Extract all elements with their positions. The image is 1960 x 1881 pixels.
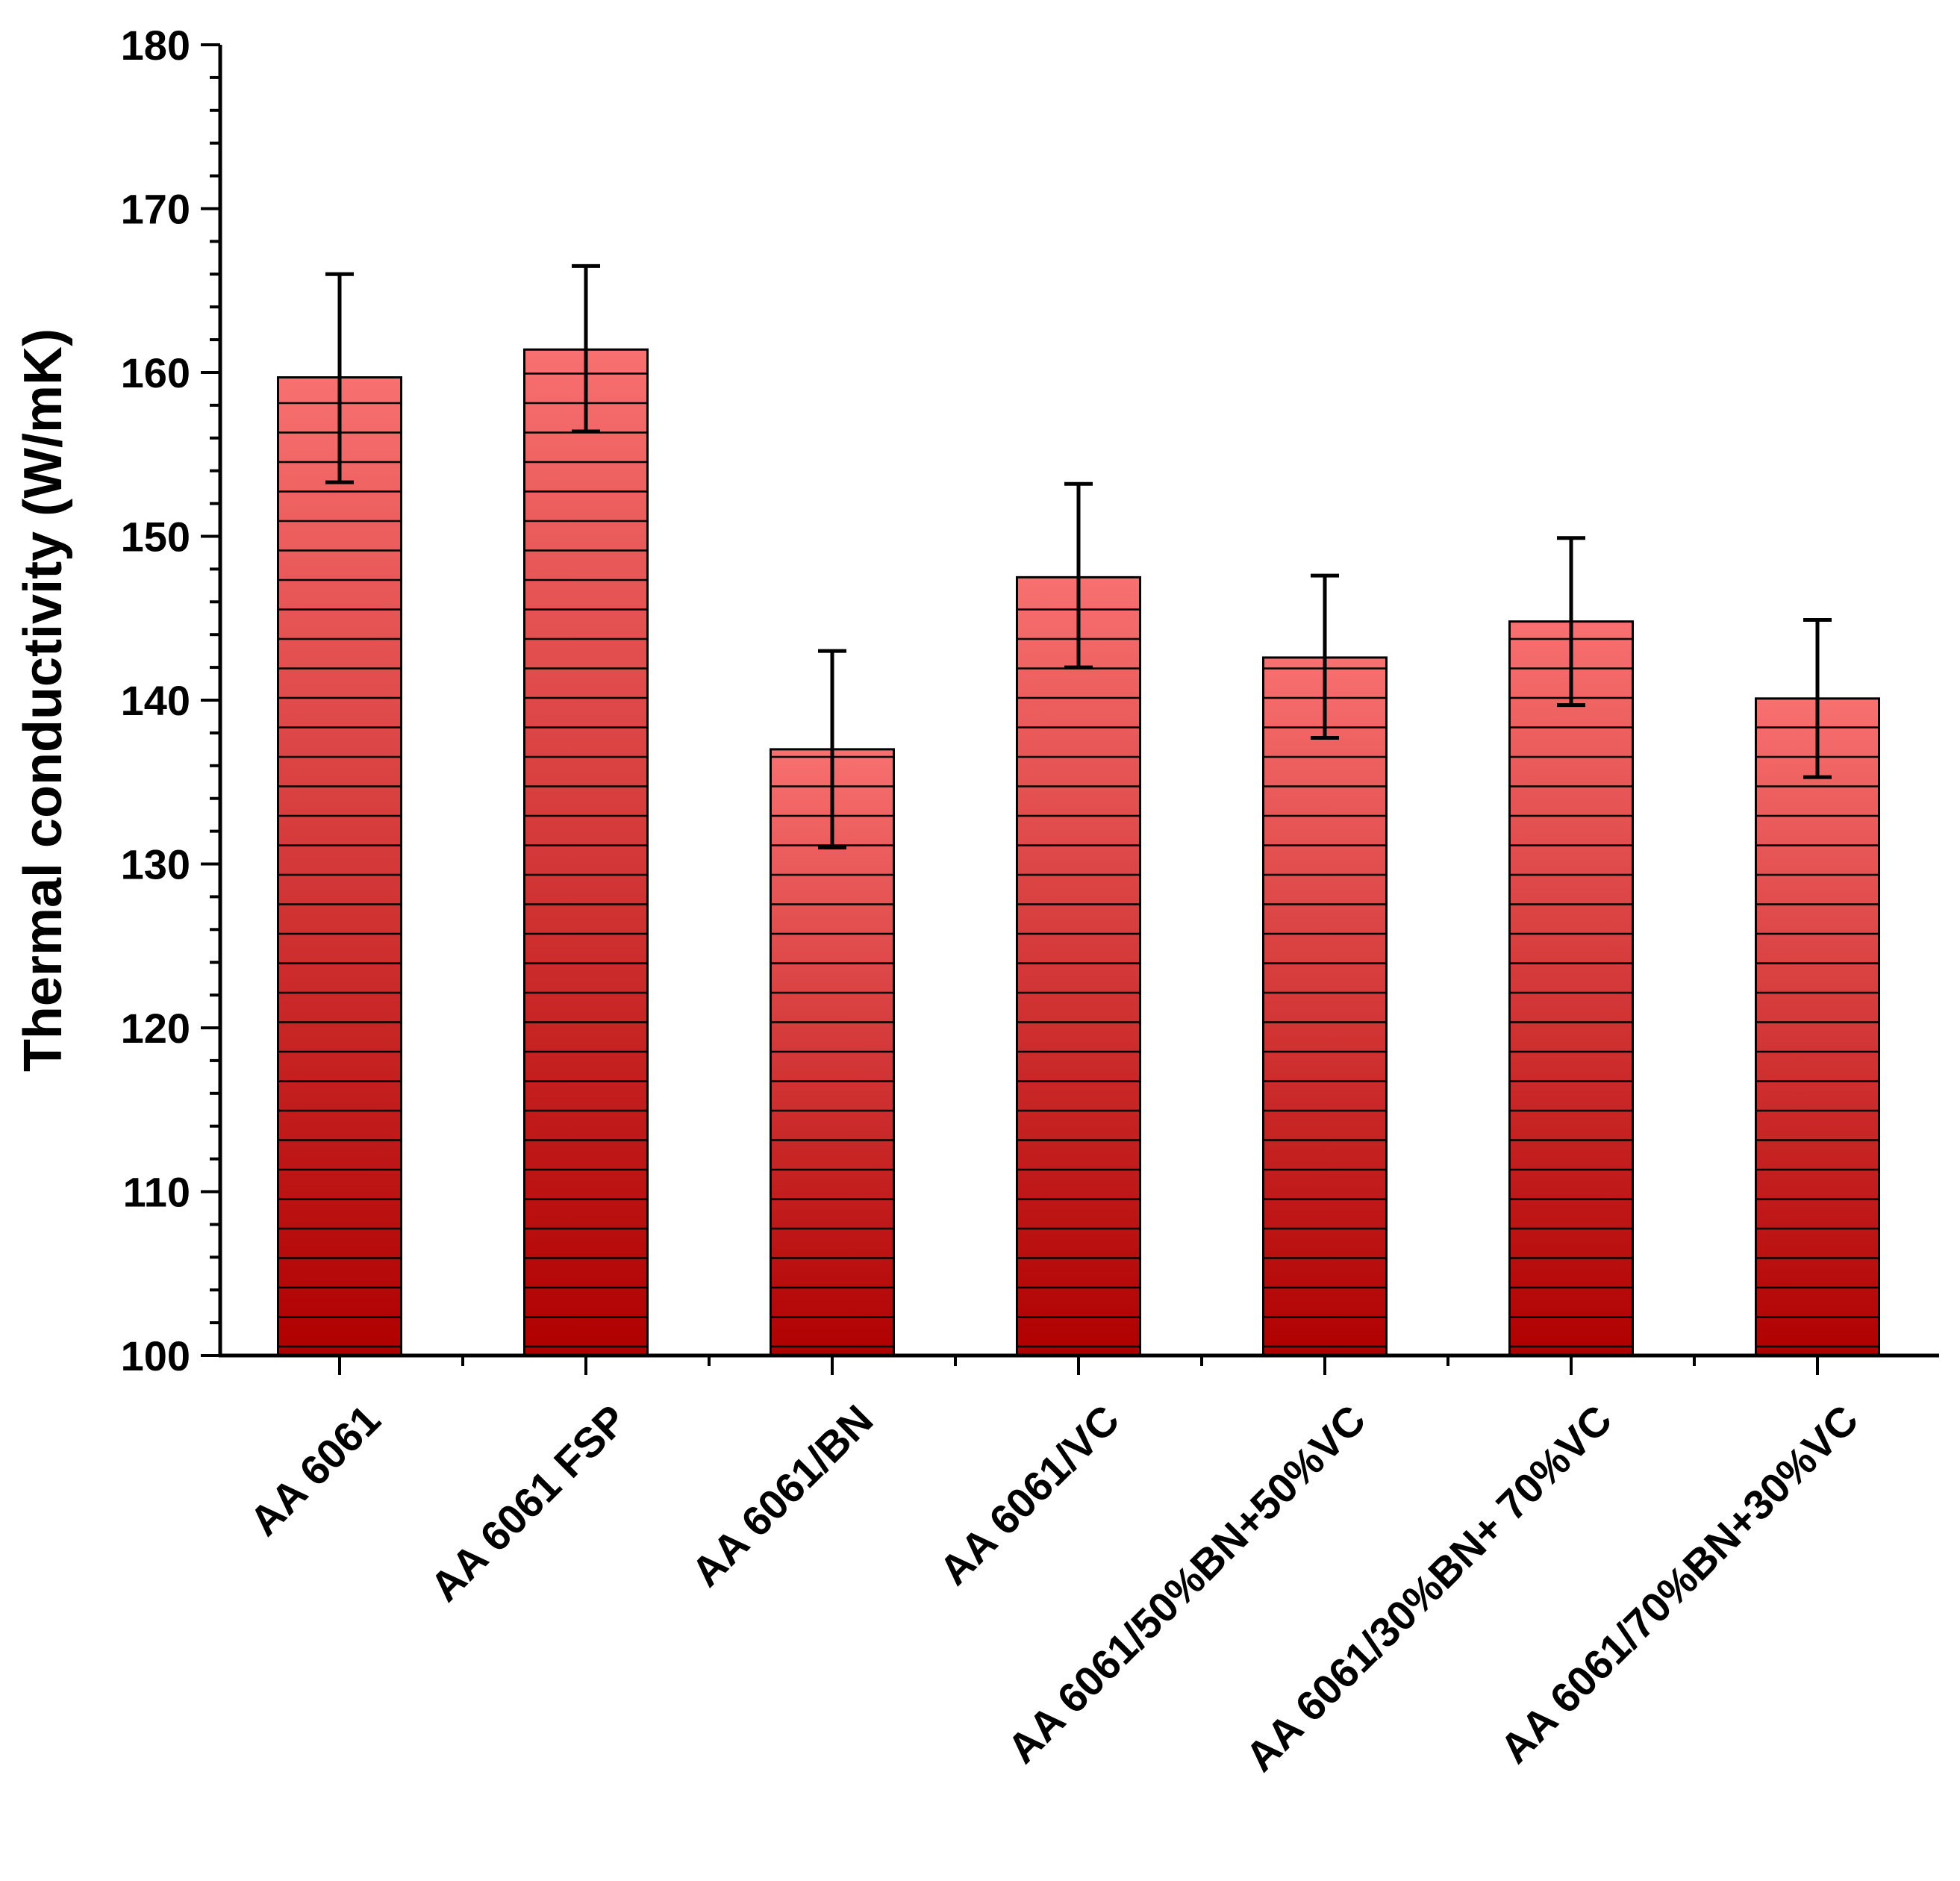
y-tick-label: 150 [121,514,190,561]
bar-group [1508,620,1634,1357]
bar [1755,698,1879,1356]
error-bar [1557,536,1585,708]
bars-layer [277,348,1880,1357]
error-bars-layer [325,263,1832,850]
x-tick-label: AA 6061/BN [682,1396,882,1596]
x-tick-label: AA 6061 FSP [421,1396,635,1610]
y-axis-label: Thermal conductivity (W/mK) [13,328,73,1072]
error-bar [1064,481,1093,670]
error-bar [818,649,846,850]
y-ticks-layer: 100 110 120 130 140 150 160 170 180 [121,22,220,1379]
bar [1017,577,1140,1356]
y-tick-label: 100 [121,1332,190,1379]
y-tick-label: 140 [121,677,190,724]
y-tick-label: 130 [121,841,190,888]
x-ticks-layer: AA 6061 AA 6061 FSP AA 6061/BN AA 6061/VCAA… [240,1356,1867,1780]
bar-group [1755,697,1880,1357]
bar-group [523,348,649,1357]
error-bar [325,272,354,484]
x-tick-label: AA 6061/VC [930,1396,1128,1594]
bar [524,349,648,1356]
y-tick-label: 170 [121,186,190,233]
y-tick-label: 120 [121,1005,190,1052]
x-tick-label: AA 6061 [240,1396,389,1544]
y-tick-label: 160 [121,349,190,396]
bar-group [1016,575,1141,1357]
error-bar [1311,573,1339,740]
error-bar [572,263,600,434]
bar-group [1262,656,1388,1357]
bar-group [770,748,895,1357]
bar-group [277,376,402,1357]
y-tick-label: 110 [123,1169,190,1216]
y-tick-label: 180 [121,22,190,69]
bar [1509,621,1633,1356]
bar [1263,657,1387,1356]
bar [278,377,402,1356]
error-bar [1803,617,1832,779]
